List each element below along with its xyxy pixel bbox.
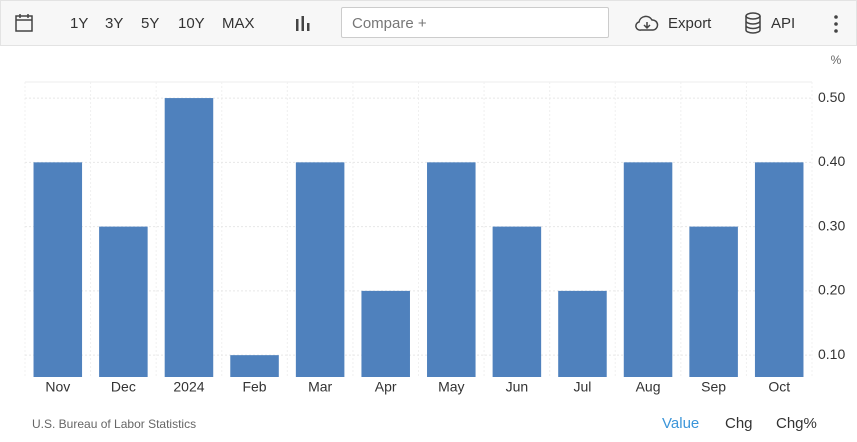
x-tick-label: Sep <box>701 379 726 395</box>
calendar-icon[interactable] <box>14 13 34 33</box>
bar <box>164 98 214 377</box>
y-tick-label: 0.40 <box>818 153 845 169</box>
x-tick-label: Jun <box>506 379 529 395</box>
y-tick-label: 0.10 <box>818 346 845 362</box>
tab-chg-pct[interactable]: Chg% <box>776 415 817 432</box>
bar <box>427 162 476 377</box>
chart: % 0.10 0.20 0.30 0.40 0.50 Nov Dec 2024 Feb Mar Ap… <box>24 53 845 395</box>
source: U.S. Bureau of Labor Statistics <box>32 417 197 431</box>
range-button[interactable]: MAX <box>222 15 255 32</box>
y-tick-label: 0.30 <box>818 217 845 233</box>
x-tick-label: Jul <box>574 379 592 395</box>
bar <box>492 226 542 377</box>
bar <box>558 290 607 377</box>
compare-input[interactable]: Compare + <box>341 7 609 38</box>
range-button[interactable]: 10Y <box>178 15 205 32</box>
toolbar: 1Y 3Y 5Y 10Y MAX Compare + Export API <box>0 0 857 46</box>
bar <box>361 290 410 377</box>
bar <box>99 226 148 377</box>
bar <box>295 162 345 377</box>
range-button[interactable]: 5Y <box>141 15 160 32</box>
range-button[interactable]: 1Y <box>70 15 89 32</box>
x-tick-label: Dec <box>111 379 136 395</box>
y-tick-label: 0.20 <box>818 282 845 298</box>
x-tick-label: Apr <box>375 379 397 395</box>
x-tick-label: May <box>438 379 464 395</box>
bar <box>623 162 673 377</box>
y-tick-label: 0.50 <box>818 89 845 105</box>
x-tick-label: Mar <box>308 379 332 395</box>
x-tick-label: Oct <box>768 379 790 395</box>
api-icon[interactable] <box>744 12 762 34</box>
menu-icon[interactable] <box>833 15 839 33</box>
tab-value[interactable]: Value <box>662 415 700 432</box>
tab-chg[interactable]: Chg <box>725 415 753 432</box>
export-button[interactable]: Export <box>668 15 712 32</box>
x-tick-label: Feb <box>242 379 266 395</box>
api-button[interactable]: API <box>771 15 796 32</box>
range-button[interactable]: 3Y <box>105 15 124 32</box>
bar <box>689 226 738 377</box>
x-tick-label: Aug <box>636 379 661 395</box>
chart-type-icon[interactable] <box>295 15 311 33</box>
bar <box>230 355 279 377</box>
x-tick-label: 2024 <box>173 379 204 395</box>
bar <box>754 162 804 377</box>
unit-label: % <box>831 53 842 67</box>
x-tick-label: Nov <box>45 379 70 395</box>
bar <box>33 162 83 377</box>
export-icon[interactable] <box>635 14 659 34</box>
